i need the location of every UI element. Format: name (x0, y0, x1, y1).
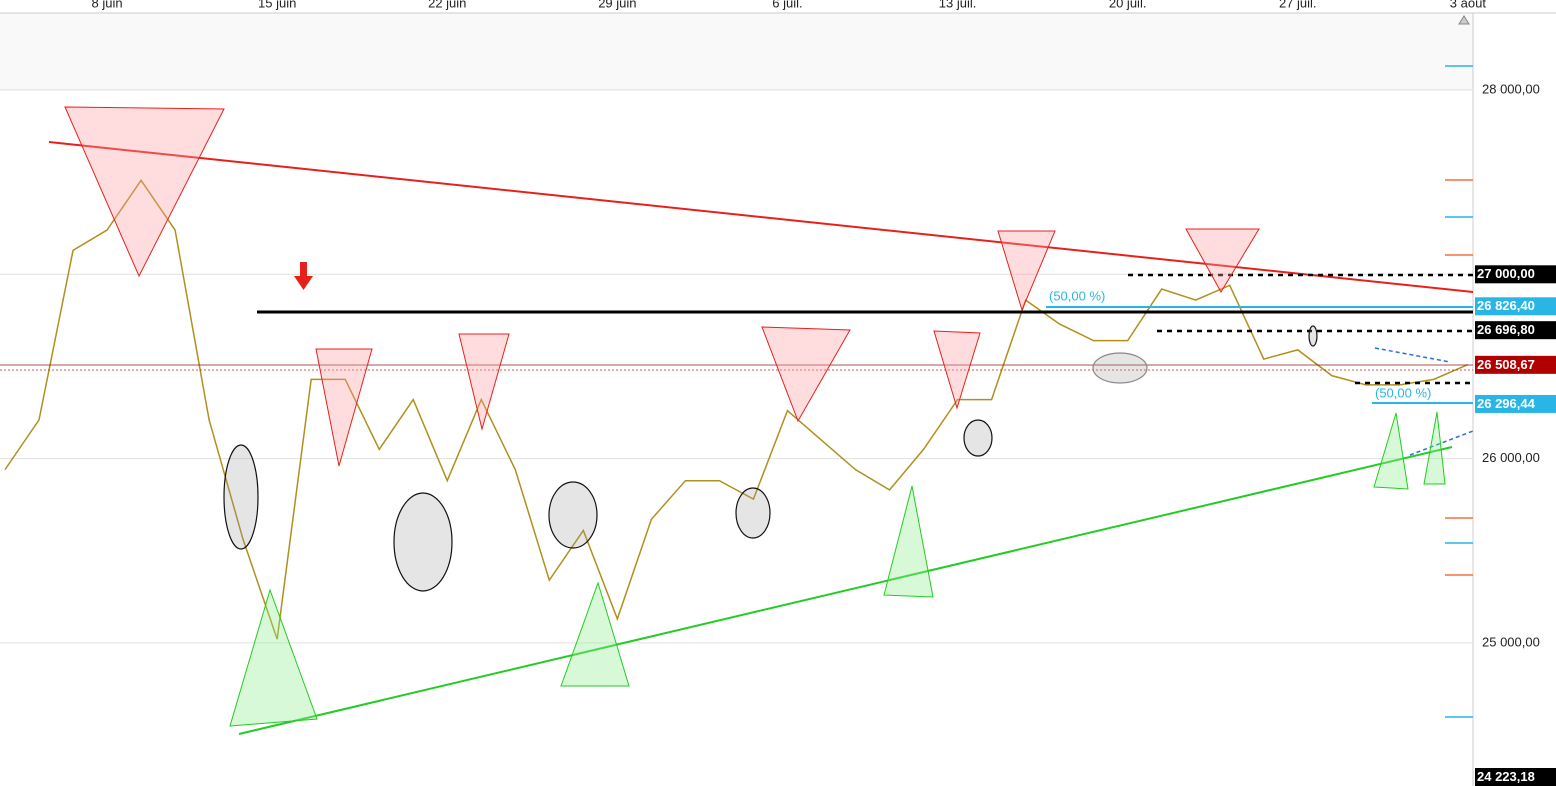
ellipse (548, 481, 598, 549)
y-tick-label: 26 000,00 (1482, 450, 1540, 465)
ellipse (1092, 352, 1148, 384)
top-triangle (997, 230, 1056, 312)
price-tag (1475, 297, 1556, 316)
top-triangle (458, 333, 510, 431)
x-tick-label: 20 juil. (1109, 0, 1147, 10)
y-tick-label: 28 000,00 (1482, 81, 1540, 96)
price-tag-label: 24 223,18 (1477, 769, 1535, 784)
fib-label: (50,00 %) (1375, 385, 1431, 400)
bottom-triangle (229, 588, 318, 727)
x-tick-label: 15 juin (258, 0, 296, 10)
top-band (0, 13, 1473, 90)
price-tag-label: 26 696,80 (1477, 322, 1535, 337)
channel (1374, 347, 1451, 363)
support-line (238, 446, 1453, 735)
x-tick-label: 22 juin (428, 0, 466, 10)
top-triangle (1185, 228, 1260, 293)
grid (0, 89, 1473, 644)
y-tick-label: 25 000,00 (1482, 634, 1540, 649)
top-triangle (315, 348, 373, 467)
ellipse (1308, 325, 1318, 347)
ellipse (223, 444, 259, 550)
price-tag-label: 26 508,67 (1477, 357, 1535, 372)
price-line (4, 178, 1469, 640)
price-tag (1475, 355, 1556, 374)
x-tick-label: 3 août (1450, 0, 1487, 10)
price-tag-label: 26 826,40 (1477, 298, 1535, 313)
price-tag-label: 27 000,00 (1477, 266, 1535, 281)
top-triangle (761, 326, 851, 423)
drawings: (50,00 %) (50,00 %) (0, 15, 1474, 735)
ellipse (393, 492, 453, 592)
bottom-triangle (560, 581, 630, 687)
bottom-triangle (1373, 412, 1409, 490)
x-tick-label: 8 juin (92, 0, 123, 10)
x-tick-label: 6 juil. (772, 0, 802, 10)
ellipse (735, 487, 771, 539)
top-triangle (933, 330, 981, 410)
price-layer (4, 178, 1469, 640)
resistance-line (48, 141, 1474, 293)
price-tag (1475, 768, 1556, 786)
x-tick-label: 27 juil. (1279, 0, 1317, 10)
top-triangle (64, 106, 225, 278)
down-arrow (294, 262, 313, 290)
ellipse (963, 419, 993, 457)
price-tag (1475, 394, 1556, 413)
price-tag (1475, 321, 1556, 340)
scroll-icon (1458, 15, 1470, 25)
axis: 28 000,00 27 000,00 26 000,00 25 000,00 8 ju… (92, 0, 1556, 786)
price-tag-label: 26 296,44 (1477, 396, 1536, 411)
x-tick-label: 29 juin (598, 0, 636, 10)
fib-label: (50,00 %) (1049, 288, 1105, 303)
bottom-triangle (1423, 411, 1446, 485)
x-tick-label: 13 juil. (939, 0, 977, 10)
price-tag (1475, 265, 1556, 284)
channel (1409, 430, 1474, 456)
bottom-triangle (883, 485, 934, 598)
